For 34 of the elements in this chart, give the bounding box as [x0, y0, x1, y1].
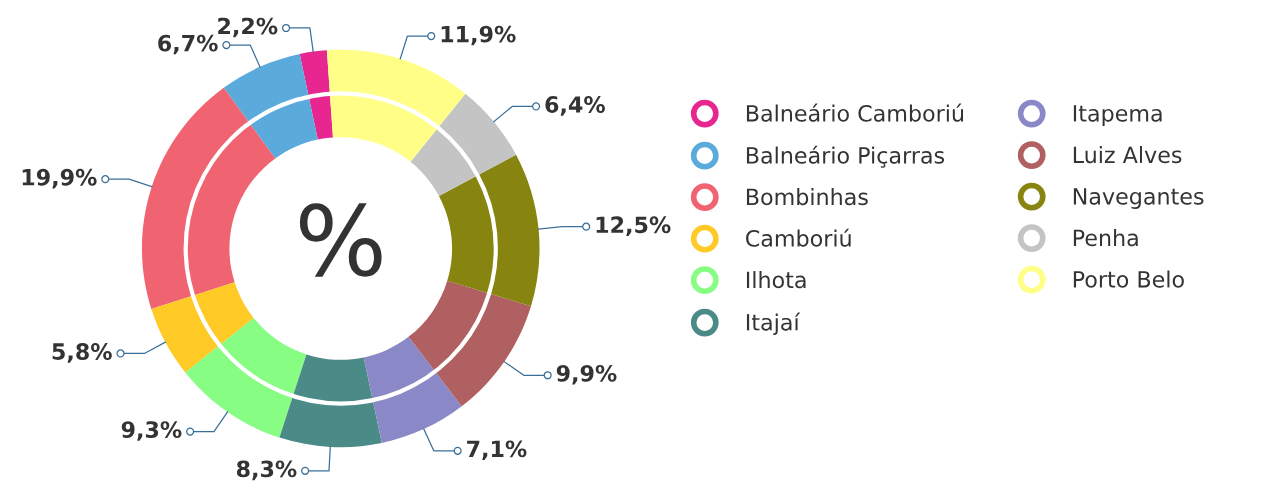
legend-label: Penha — [1073, 229, 1138, 247]
legend-label: Camboriú — [746, 228, 851, 247]
data-label: 8,3% — [236, 460, 297, 481]
legend-label: Itajaí — [746, 312, 801, 335]
data-label: 6,4% — [545, 96, 605, 116]
legend-label: Luiz Alves — [1073, 146, 1182, 164]
data-label: 2,2% — [218, 17, 278, 38]
legend-label: Ilhota — [746, 271, 806, 289]
legend-label: Itapema — [1073, 105, 1162, 126]
legend-label: Balneário Piçarras — [746, 145, 945, 168]
legend-label: Bombinhas — [746, 188, 868, 206]
data-label: 9,3% — [121, 421, 182, 441]
donut-slice — [363, 336, 462, 444]
data-label: 7,1% — [467, 440, 527, 461]
donut-slice — [438, 154, 540, 307]
data-label: 9,9% — [556, 364, 617, 385]
donut-slice — [408, 280, 531, 407]
data-label: 11,9% — [441, 25, 516, 46]
donut-slice — [223, 53, 318, 159]
data-label: 12,5% — [596, 216, 671, 236]
donut-slice — [141, 87, 276, 309]
donut-slice — [299, 50, 333, 140]
data-label: 5,8% — [52, 343, 112, 363]
legend-label: Balneário Camboriú — [746, 103, 964, 122]
legend-label: Navegantes — [1073, 188, 1204, 210]
donut-slice — [279, 354, 382, 448]
donut-slice — [151, 282, 254, 373]
legend-label: Porto Belo — [1073, 270, 1184, 288]
donut-slice — [185, 317, 307, 438]
text: % — [299, 203, 382, 277]
donut-slice — [326, 49, 466, 162]
data-label: 6,7% — [158, 34, 218, 55]
donut-slice — [410, 93, 517, 197]
data-label: 19,9% — [22, 168, 97, 189]
